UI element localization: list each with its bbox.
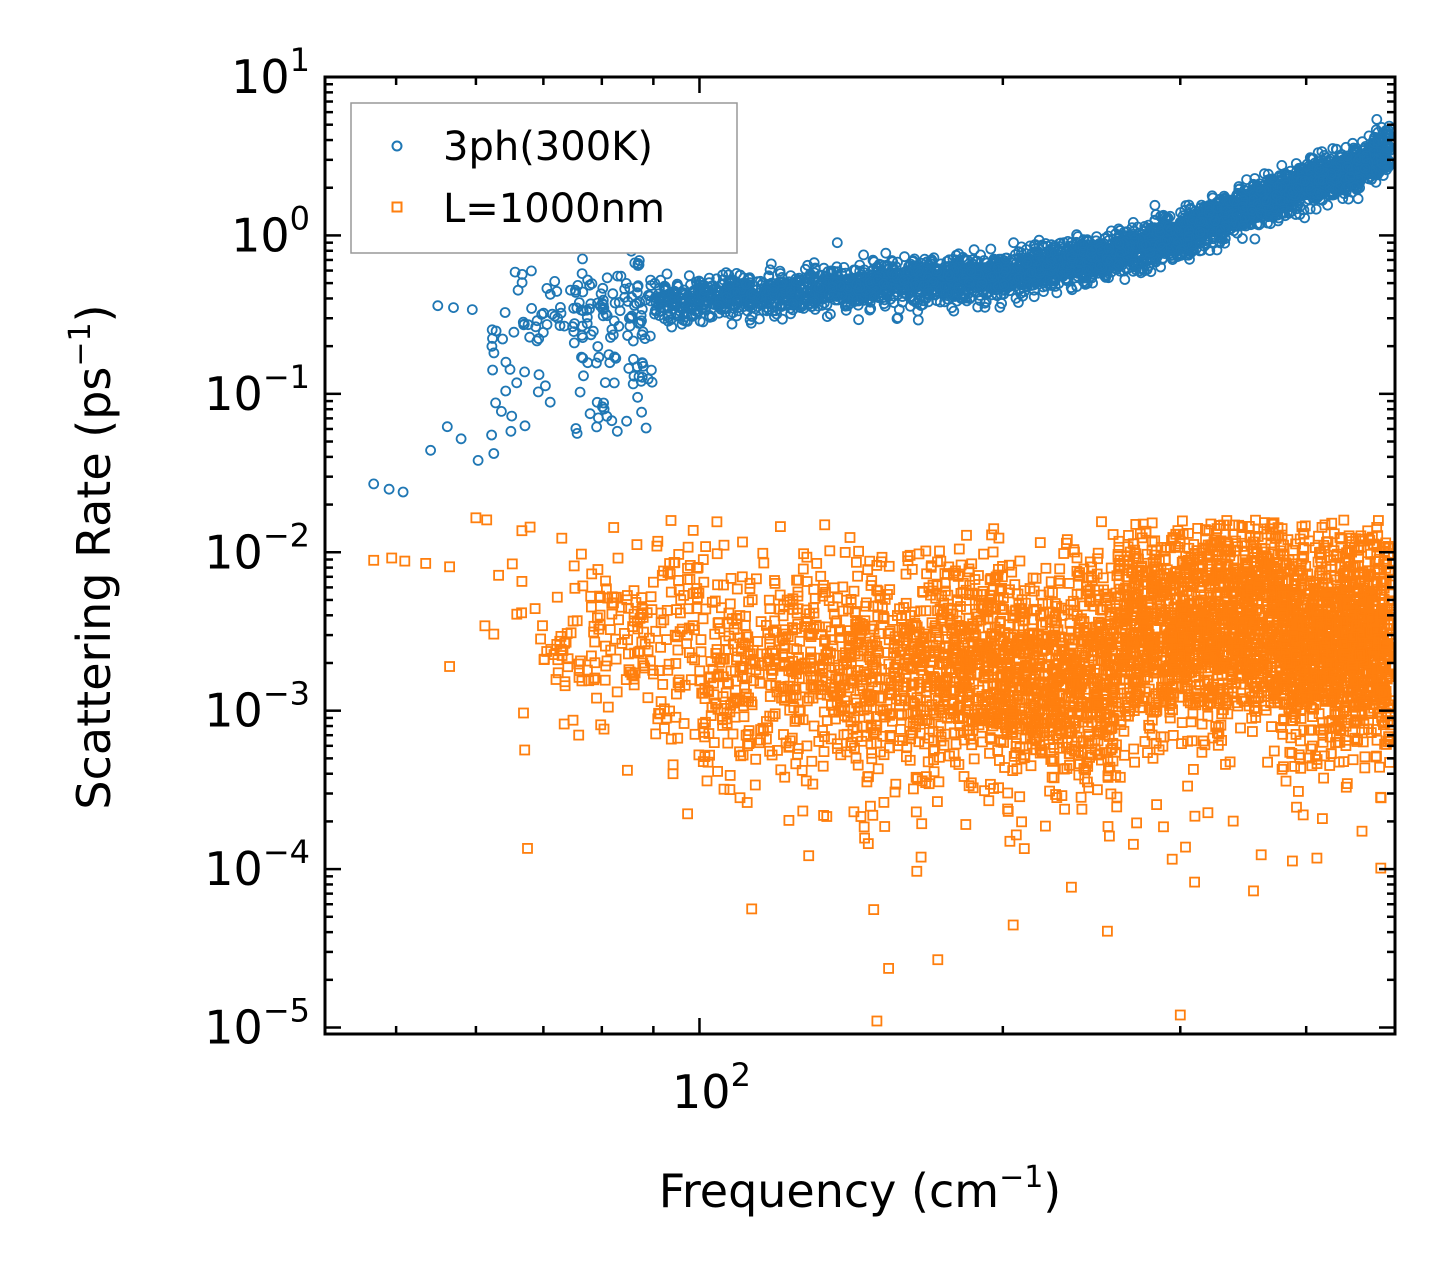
point-3ph: [606, 415, 618, 427]
point-3ph: [495, 405, 507, 417]
point-3ph: [577, 253, 588, 265]
point-3ph: [549, 275, 561, 287]
plot-area: [368, 114, 1395, 1027]
point-3ph: [605, 331, 616, 343]
point-3ph: [577, 286, 589, 298]
point-3ph: [627, 378, 639, 390]
point-3ph: [540, 380, 551, 392]
point-3ph: [591, 396, 603, 408]
point-3ph: [490, 397, 502, 409]
point-3ph: [581, 318, 593, 329]
point-3ph: [519, 420, 531, 432]
point-3ph: [1259, 168, 1270, 180]
point-3ph: [821, 311, 833, 323]
point-3ph: [571, 427, 583, 439]
point-3ph: [512, 284, 524, 296]
point-3ph: [619, 283, 631, 295]
point-3ph: [568, 337, 580, 349]
point-3ph: [611, 425, 623, 437]
point-3ph: [601, 272, 613, 284]
point-3ph: [597, 282, 609, 294]
point-3ph: [487, 364, 499, 376]
point-3ph: [486, 340, 498, 352]
series-layer: [368, 114, 1395, 1027]
point-3ph: [858, 249, 869, 261]
point-3ph: [1127, 216, 1139, 228]
point-3ph: [899, 251, 910, 263]
point-3ph: [551, 285, 563, 297]
point-3ph: [544, 396, 556, 408]
point-3ph: [627, 335, 639, 347]
point-3ph: [516, 268, 528, 280]
point-3ph: [593, 351, 605, 363]
point-3ph: [506, 410, 518, 422]
point-3ph: [985, 243, 997, 255]
point-3ph: [636, 406, 647, 418]
series-3ph: [368, 114, 1395, 498]
